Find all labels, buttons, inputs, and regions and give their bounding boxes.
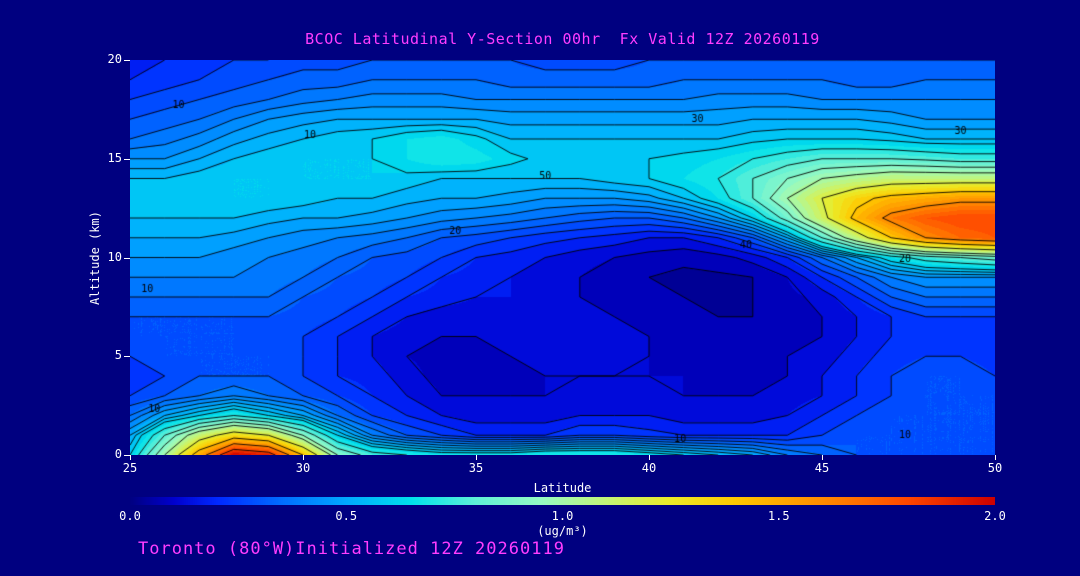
- x-tick-mark-30: [303, 455, 304, 460]
- y-tick-label-0: 0: [114, 447, 122, 461]
- y-tick-mark-20: [124, 60, 130, 61]
- x-tick-mark-45: [822, 455, 823, 460]
- x-tick-label-35: 35: [468, 461, 484, 475]
- y-tick-mark-15: [124, 158, 130, 160]
- y-tick-label-5: 5: [114, 348, 122, 363]
- colorbar: [130, 497, 995, 505]
- x-tick-mark-25: [130, 455, 131, 460]
- x-tick-mark-35: [476, 455, 477, 460]
- x-tick-label-40: 40: [641, 461, 657, 475]
- colorbar-tick-label-2.0: 2.0: [984, 509, 1006, 523]
- y-tick-label-20: 20: [107, 52, 122, 66]
- x-tick-mark-40: [649, 455, 650, 460]
- footer-annotation: Toronto (80°W)Initialized 12Z 20260119: [138, 539, 565, 559]
- y-tick-label-15: 15: [107, 150, 122, 165]
- colorbar-tick-label-1.5: 1.5: [767, 509, 790, 523]
- y-tick-mark-5: [124, 356, 130, 358]
- y-tick-mark-10: [124, 257, 130, 259]
- x-tick-label-45: 45: [814, 461, 830, 475]
- colorbar-tick-label-0.5: 0.5: [335, 509, 358, 523]
- x-axis-label: Latitude: [533, 481, 592, 495]
- plot-title: BCOC Latitudinal Y-Section 00hr Fx Valid…: [305, 30, 820, 48]
- y-tick-label-10: 10: [107, 249, 122, 264]
- contour-plot-canvas: [130, 60, 995, 455]
- y-tick-mark-0: [124, 455, 130, 456]
- colorbar-tick-label-1.0: 1.0: [551, 509, 574, 523]
- colorbar-unit-label: (ug/m³): [537, 524, 588, 538]
- x-tick-label-25: 25: [122, 461, 138, 475]
- x-tick-mark-50: [995, 455, 996, 460]
- colorbar-tick-label-0.0: 0.0: [119, 509, 141, 523]
- x-tick-label-30: 30: [295, 461, 311, 475]
- x-tick-label-50: 50: [987, 461, 1003, 475]
